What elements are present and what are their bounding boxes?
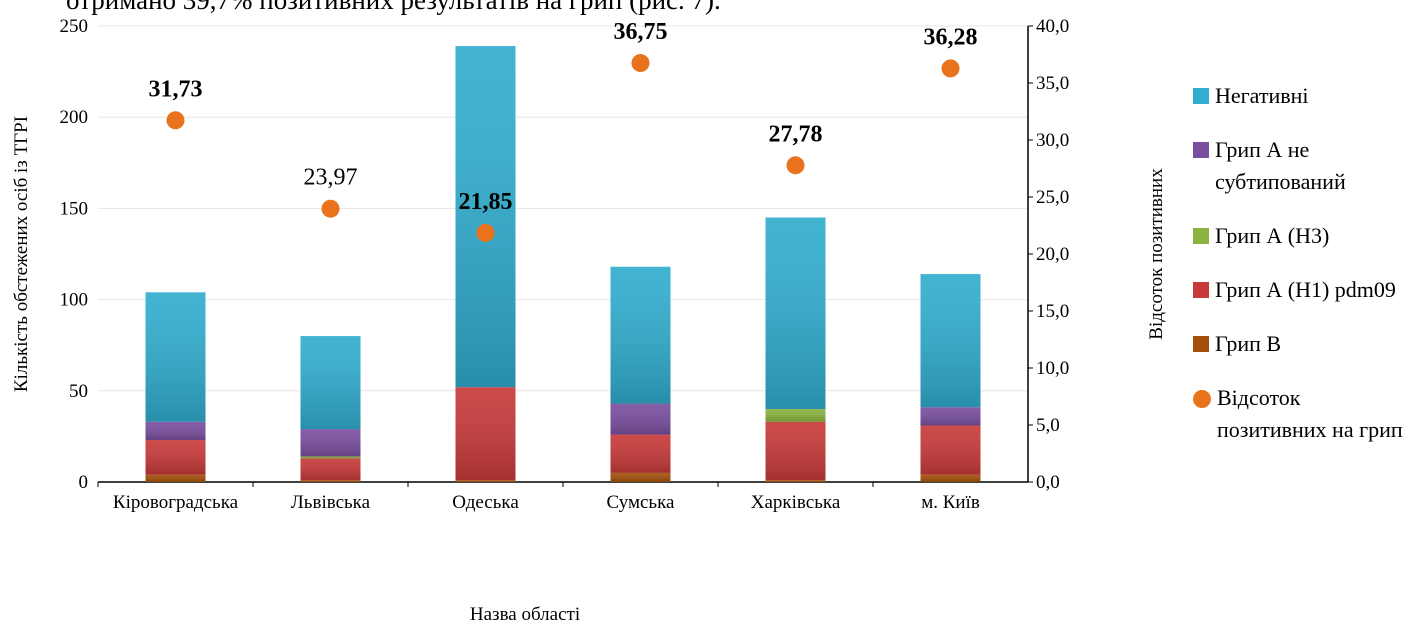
y-tick-label: 0 (79, 472, 89, 493)
y-axis-title: Кількість обстежених осіб із ТГРІ (11, 116, 32, 392)
bar-shade (920, 407, 981, 426)
scatter-point (941, 59, 960, 78)
bar-shade (455, 480, 516, 482)
legend-item: Грип В (1193, 328, 1403, 360)
y2-tick-label: 20,0 (1036, 244, 1069, 265)
x-tick-label: Львівська (291, 492, 371, 513)
data-label: 23,97 (304, 165, 358, 191)
legend-label: Грип А не субтипований (1215, 137, 1346, 194)
scatter-point (321, 199, 340, 218)
x-tick-label: Кіровоградська (113, 492, 239, 513)
y2-tick-label: 15,0 (1036, 301, 1069, 322)
legend-label: Грип В (1215, 331, 1282, 356)
bar-shade (920, 274, 981, 408)
y-tick-label: 250 (60, 16, 89, 37)
scatter-point (476, 223, 495, 242)
legend-marker (1193, 228, 1209, 244)
caption-text: отримано 39,7% позитивних результатів на… (66, 0, 721, 15)
data-label: 36,75 (614, 19, 668, 45)
bar-shade (610, 403, 671, 435)
y2-tick-label: 5,0 (1036, 415, 1060, 436)
legend-label: Негативні (1215, 83, 1309, 108)
bar-shade (300, 480, 361, 482)
scatter-point (631, 54, 650, 73)
bar-shade (765, 409, 826, 422)
legend-marker (1193, 390, 1211, 408)
scatter-point (786, 156, 805, 175)
legend-item: Грип А не субтипований (1193, 134, 1403, 198)
legend-item: Грип А (Н3) (1193, 220, 1403, 252)
legend-marker (1193, 88, 1209, 104)
bar-shade (300, 456, 361, 459)
y2-tick-label: 30,0 (1036, 130, 1069, 151)
scatter-point (166, 111, 185, 130)
y-tick-label: 50 (69, 381, 88, 402)
y2-tick-label: 40,0 (1036, 16, 1069, 37)
y2-tick-label: 25,0 (1036, 187, 1069, 208)
bar-shade (765, 480, 826, 482)
y2-tick-label: 35,0 (1036, 73, 1069, 94)
bar-shade (300, 429, 361, 457)
bar-shade (920, 474, 981, 482)
bar-shade (145, 474, 206, 482)
y-tick-label: 150 (60, 198, 89, 219)
legend-marker (1193, 142, 1209, 158)
legend-item: Негативні (1193, 80, 1403, 112)
bar-shade (145, 421, 206, 441)
x-tick-label: м. Київ (921, 492, 980, 513)
bar-shade (455, 387, 516, 481)
legend-label: Грип А (Н1) pdm09 (1215, 277, 1396, 302)
bar-shade (300, 458, 361, 481)
y2-tick-label: 0,0 (1036, 472, 1060, 493)
bar-shade (610, 472, 671, 482)
legend-label: Відсоток позитивних на грип (1217, 385, 1403, 442)
y2-tick-label: 10,0 (1036, 358, 1069, 379)
bar-shade (145, 292, 206, 422)
bar-shade (610, 266, 671, 404)
x-tick-label: Сумська (607, 492, 676, 513)
data-label: 36,28 (924, 24, 978, 50)
x-tick-label: Харківська (751, 492, 841, 513)
bar-shade (455, 46, 516, 388)
legend-item: Грип А (Н1) pdm09 (1193, 274, 1403, 306)
data-label: 31,73 (149, 76, 203, 102)
legend-item: Відсоток позитивних на грип (1193, 382, 1403, 446)
bar-shade (145, 440, 206, 475)
legend: Негативні Грип А не субтипований Грип А (Н… (1193, 80, 1403, 468)
legend-marker (1193, 336, 1209, 352)
data-label: 21,85 (459, 189, 513, 215)
legend-label: Грип А (Н3) (1215, 223, 1330, 248)
x-tick-label: Одеська (452, 492, 519, 513)
bar-shade (610, 434, 671, 473)
y2-axis-title: Відсоток позитивних (1146, 168, 1167, 340)
bar-shade (920, 425, 981, 475)
data-label: 27,78 (769, 121, 823, 147)
legend-marker (1193, 282, 1209, 298)
bar-shade (765, 421, 826, 481)
bar-shade (300, 336, 361, 430)
y-tick-label: 200 (60, 107, 89, 128)
x-axis-title: Назва області (470, 604, 580, 625)
bar-shade (765, 217, 826, 410)
y-tick-label: 100 (60, 290, 89, 311)
